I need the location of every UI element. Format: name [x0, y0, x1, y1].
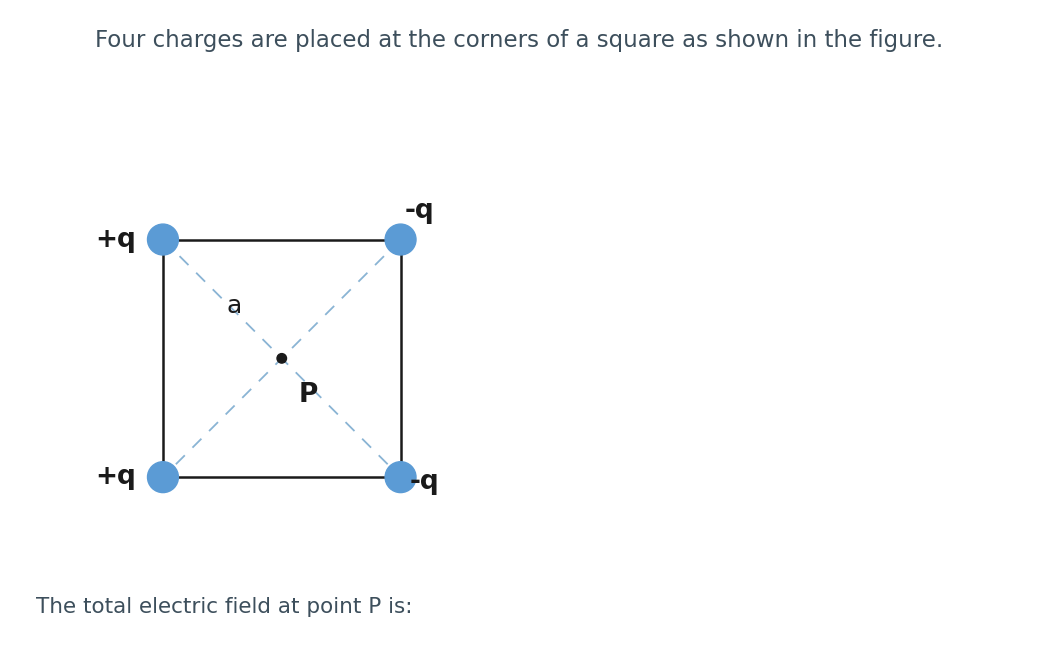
Text: -q: -q [409, 469, 439, 495]
Circle shape [385, 224, 416, 255]
Text: +q: +q [95, 464, 136, 490]
Text: -q: -q [405, 198, 435, 224]
Circle shape [147, 462, 179, 493]
Circle shape [147, 224, 179, 255]
Circle shape [385, 462, 416, 493]
Text: +q: +q [95, 227, 136, 253]
Text: Four charges are placed at the corners of a square as shown in the figure.: Four charges are placed at the corners o… [94, 29, 944, 52]
Circle shape [277, 353, 286, 363]
Text: The total electric field at point P is:: The total electric field at point P is: [36, 597, 413, 617]
Text: P: P [298, 382, 318, 408]
Text: a: a [226, 294, 242, 318]
